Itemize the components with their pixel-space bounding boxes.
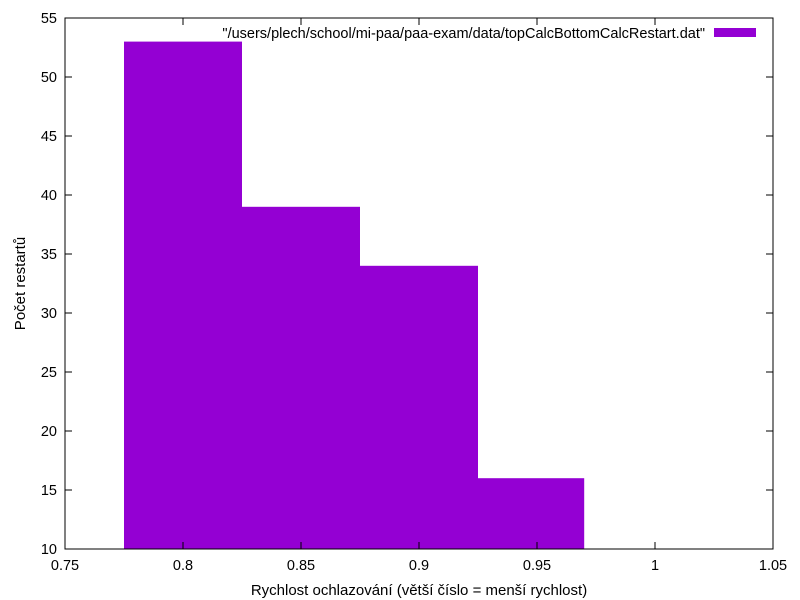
x-tick-label: 0.95	[523, 558, 551, 574]
x-tick-label: 1.05	[759, 558, 787, 574]
x-tick-label: 0.9	[409, 558, 429, 574]
y-tick-label: 55	[41, 11, 57, 27]
y-axis-title: Počet restartů	[12, 237, 29, 330]
legend-label: "/users/plech/school/mi-paa/paa-exam/dat…	[222, 26, 705, 42]
y-tick-label: 35	[41, 247, 57, 263]
tick-labels-layer: 10 15 20 25 30 35 40 45 50 55 0.75 0.8 0.85 0.9 0.95 1 1…	[41, 11, 787, 574]
y-tick-label: 45	[41, 129, 57, 145]
y-tick-label: 40	[41, 188, 57, 204]
x-tick-label: 1	[651, 558, 659, 574]
y-tick-label: 50	[41, 70, 57, 86]
bars-layer	[124, 41, 585, 550]
bar-0	[124, 41, 242, 549]
bar-2	[360, 265, 478, 549]
y-tick-label: 30	[41, 306, 57, 322]
y-tick-label: 15	[41, 483, 57, 499]
y-tick-label: 10	[41, 542, 57, 558]
y-tick-label: 20	[41, 424, 57, 440]
x-tick-label: 0.85	[287, 558, 315, 574]
bar-3	[478, 478, 585, 549]
x-tick-label: 0.75	[51, 558, 79, 574]
x-axis-title: Rychlost ochlazování (větší číslo = menš…	[251, 582, 587, 599]
x-tick-label: 0.8	[173, 558, 193, 574]
legend: "/users/plech/school/mi-paa/paa-exam/dat…	[222, 26, 756, 42]
bar-1	[242, 206, 360, 550]
ticks-layer	[64, 17, 774, 550]
y-tick-label: 25	[41, 365, 57, 381]
legend-swatch	[714, 28, 756, 37]
